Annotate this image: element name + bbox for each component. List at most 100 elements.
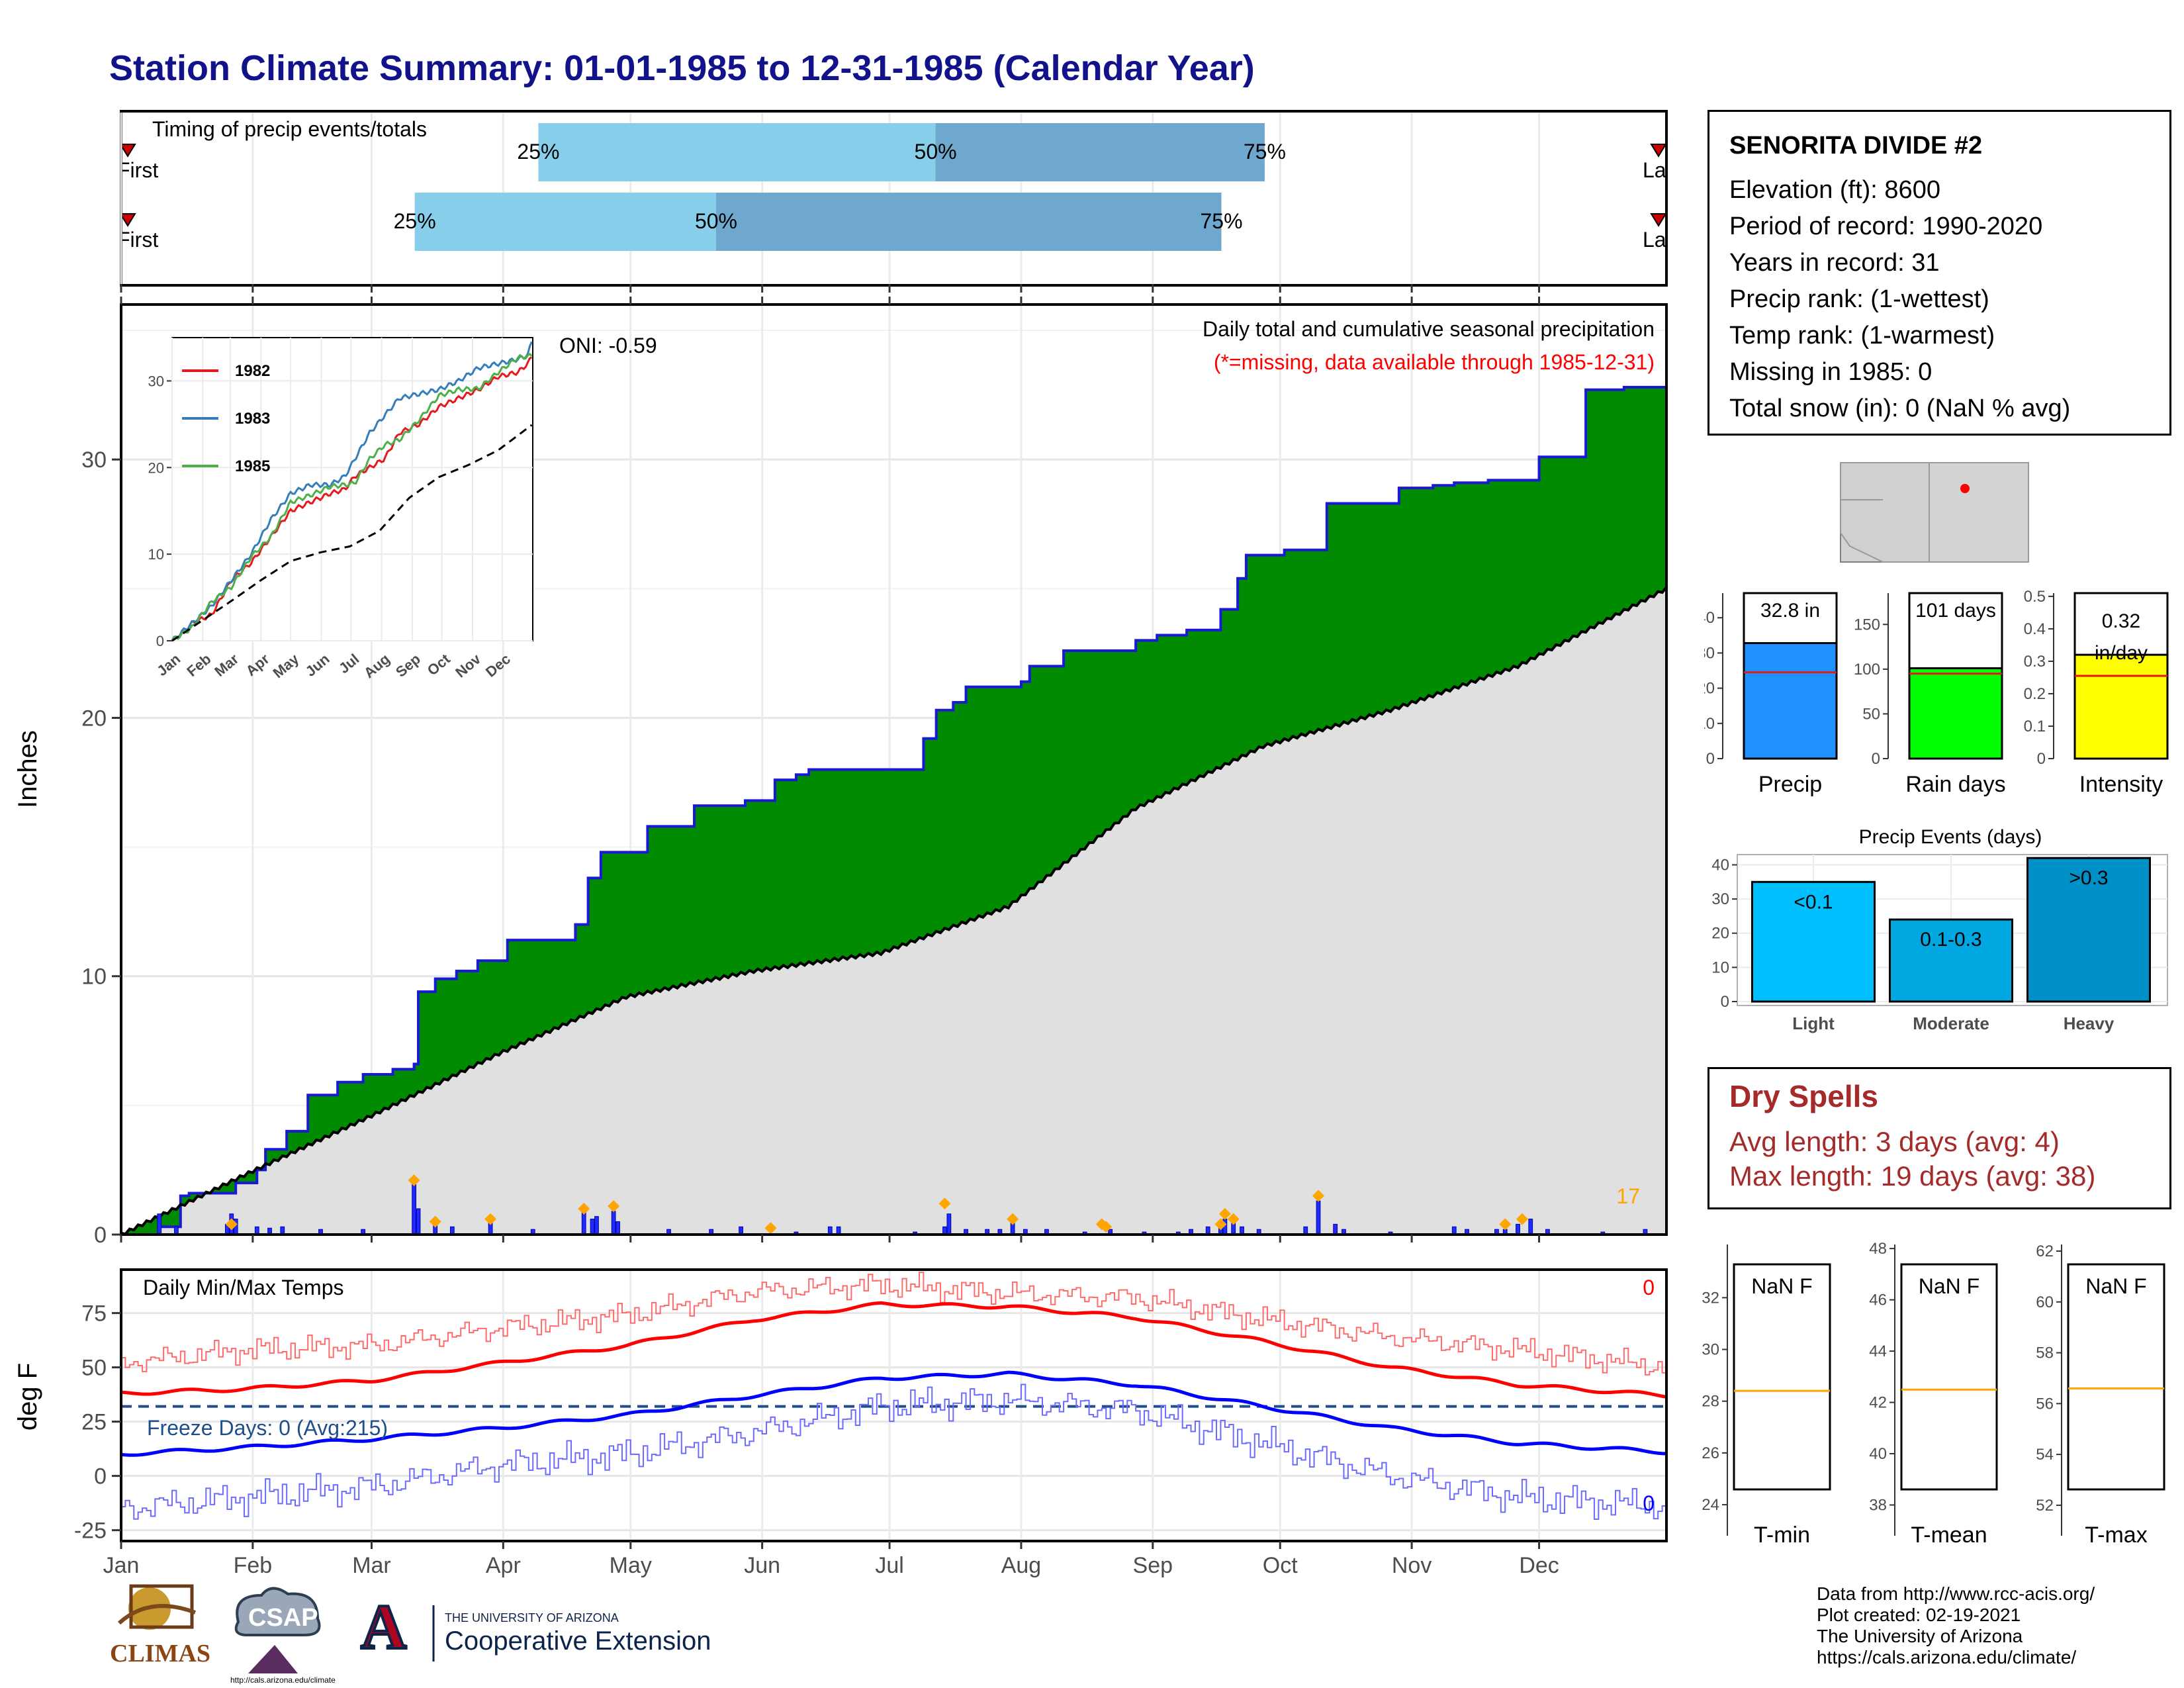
temp-xtick-label: Feb <box>234 1553 273 1578</box>
temp-xtick-label: Sep <box>1133 1553 1173 1578</box>
station-elevation: Elevation (ft): 8600 <box>1729 176 1940 204</box>
small-bar-value-label: 32.8 in <box>1760 600 1820 622</box>
small-bar-ytick-label: 50 <box>1862 705 1880 723</box>
small-bar-value-unit: in/day <box>2095 642 2148 664</box>
station-years: Years in record: 31 <box>1729 249 1940 277</box>
events-bar-label: >0.3 <box>2069 867 2108 889</box>
daily-precip-bar <box>946 1213 952 1235</box>
temp-panel-ytick-label: 26 <box>1702 1444 1719 1462</box>
temp-xtick-label: Dec <box>1519 1553 1559 1578</box>
climas-swoosh <box>117 1604 197 1625</box>
daily-precip-bar <box>581 1211 586 1235</box>
station-precip-rank: Precip rank: (1-wettest) <box>1729 285 1989 313</box>
missing-marker <box>408 1174 420 1187</box>
avg-cumulative-area <box>121 588 1666 1235</box>
last-event-label: Last <box>1643 158 1681 182</box>
small-bar-ytick-label: 20 <box>1704 680 1715 698</box>
temp-panel-ytick-label: 52 <box>2036 1497 2054 1515</box>
missing-marker <box>429 1215 441 1228</box>
temp-ytick-label: 0 <box>94 1464 107 1489</box>
ua-bottom-text: Cooperative Extension <box>445 1626 711 1656</box>
timing-rows: Avg 25% 50% 75% First Last 1985 25% 50% 75% First L… <box>56 123 1681 252</box>
missing-marker <box>608 1200 620 1213</box>
small-bar-ytick-label: 0 <box>1872 750 1880 768</box>
small-bar-title: Precip <box>1758 772 1822 797</box>
precip-events-title: Precip Events (days) <box>1859 826 2042 848</box>
cumulative-1985-line <box>121 385 1666 1236</box>
timing-row-label: Avg <box>68 140 107 165</box>
missing-marker <box>225 1218 238 1231</box>
small-bar-title: Intensity <box>2079 772 2163 797</box>
credits-plot-created: Plot created: 02-19-2021 <box>1817 1605 2021 1625</box>
temp-xtick-label: Oct <box>1263 1553 1298 1578</box>
avg-max-temp-line <box>120 1301 1667 1399</box>
precip-area <box>120 385 1668 1236</box>
precip-events-chart: Precip Events (days) 010203040<0.1Light0… <box>1711 826 2168 1033</box>
missing-marker <box>764 1222 777 1235</box>
temp-panel-value-label: NaN F <box>1751 1274 1812 1298</box>
first-event-marker <box>122 213 136 227</box>
csap-logo: CSAP http://cals.arizona.edu/climate <box>230 1587 336 1685</box>
small-bar-ytick-label: 0.5 <box>2024 588 2046 606</box>
small-bars-group: 0 10 20 30 40 32.8 in Precip 0 50 100 150 101 days R… <box>1704 588 2169 797</box>
events-ytick-label: 20 <box>1711 925 1729 943</box>
max-count-label: 0 <box>1643 1276 1655 1299</box>
temp-lines <box>120 1272 1667 1520</box>
events-category-label: Light <box>1792 1013 1835 1033</box>
credits-data-source: Data from http://www.rcc-acis.org/ <box>1817 1583 2095 1604</box>
missing-marker <box>484 1213 497 1225</box>
small-bar-ytick-label: 30 <box>1704 644 1715 662</box>
timing-pct-25: 25% <box>394 209 436 233</box>
temp-panel-ytick-label: 40 <box>1869 1445 1887 1463</box>
missing-marker <box>1214 1218 1227 1231</box>
temp-y-label: deg F <box>13 1363 42 1430</box>
inset-ytick-label: 0 <box>156 633 164 649</box>
small-bar-title: Rain days <box>1905 772 2005 797</box>
temp-panel-value-label: NaN F <box>2085 1274 2146 1298</box>
temp-panel-ytick-label: 44 <box>1869 1342 1887 1360</box>
climas-frame <box>129 1584 194 1629</box>
temp-panels-group: 24 26 28 30 32 NaN F T-min 38 40 42 44 46 48 NaN F T-m… <box>1702 1240 2165 1548</box>
events-ytick-label: 10 <box>1711 959 1729 976</box>
precip-chart-subtitle: (*=missing, data available through 1985-… <box>1214 350 1655 374</box>
precip-chart: 0 10 20 30 Daily total and cumulative seaso… <box>13 297 1668 1244</box>
temp-xtick-label: May <box>610 1553 652 1578</box>
inset-legend-label: 1982 <box>235 362 270 380</box>
timing-row-label: 1985 <box>56 210 107 235</box>
first-event-label: First <box>117 158 158 182</box>
daily-precip-bar <box>1333 1223 1338 1235</box>
temp-panel-ytick-label: 58 <box>2036 1344 2054 1362</box>
precip-chart-title: Daily total and cumulative seasonal prec… <box>1203 317 1655 341</box>
missing-marker <box>1499 1218 1512 1231</box>
temp-panel-ytick-label: 46 <box>1869 1291 1887 1309</box>
events-ytick-label: 30 <box>1711 890 1729 908</box>
precip-frame <box>120 303 1668 1236</box>
temp-frame <box>120 1268 1668 1542</box>
precip-bars <box>157 1174 1648 1235</box>
climas-logo: CLIMAS <box>110 1584 210 1667</box>
inset-legend-label: 1983 <box>235 410 270 428</box>
credits-university: The University of Arizona <box>1817 1626 2023 1646</box>
events-bar <box>1889 918 2013 1003</box>
temp-panel-ytick-label: 56 <box>2036 1395 2054 1413</box>
events-bar-label: 0.1-0.3 <box>1920 929 1981 951</box>
temp-panel-title: T-min <box>1754 1523 1810 1548</box>
temp-panel-value-label: NaN F <box>1919 1274 1979 1298</box>
missing-marker <box>1516 1213 1528 1225</box>
temp-xtick-label: Jul <box>875 1553 903 1578</box>
small-bar-value <box>2073 653 2169 760</box>
first-event-marker <box>122 144 136 158</box>
temp-panel-frame <box>1733 1263 1831 1491</box>
temp-chart-title: Daily Min/Max Temps <box>143 1276 343 1299</box>
climas-logo-text: CLIMAS <box>110 1640 210 1667</box>
temp-panel-ytick-label: 54 <box>2036 1446 2054 1464</box>
station-location-dot <box>1960 484 1970 493</box>
temp-panel-ytick-label: 32 <box>1702 1289 1719 1307</box>
small-bar-value-label: 101 days <box>1915 600 1996 622</box>
temp-ytick-label: 75 <box>81 1301 107 1327</box>
missing-marker <box>1100 1221 1113 1233</box>
timing-panel: Avg 25% 50% 75% First Last 1985 25% 50% 75% First L… <box>56 110 1681 293</box>
temp-xtick-label: Jan <box>103 1553 140 1578</box>
min-count-label: 0 <box>1643 1491 1655 1515</box>
temp-panel-ytick-label: 62 <box>2036 1243 2054 1260</box>
